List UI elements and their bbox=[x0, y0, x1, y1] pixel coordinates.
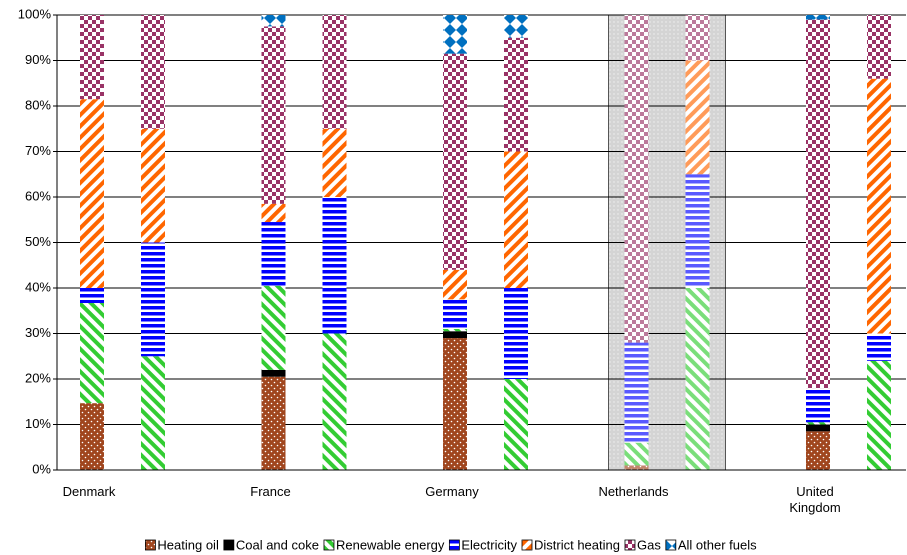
bar-segment bbox=[322, 333, 347, 470]
bar-segment bbox=[261, 26, 286, 204]
bar-segment bbox=[867, 78, 891, 334]
bar-segment bbox=[322, 15, 347, 129]
y-tick-label: 90% bbox=[25, 52, 51, 67]
bar-segment bbox=[504, 37, 528, 152]
bar-segment bbox=[141, 356, 165, 470]
y-tick-label: 80% bbox=[25, 97, 51, 112]
legend-swatch bbox=[624, 539, 636, 551]
y-tick-label: 0% bbox=[32, 461, 51, 476]
legend-label: All other fuels bbox=[678, 537, 757, 552]
bar-segment bbox=[685, 288, 710, 470]
bar-segment bbox=[322, 128, 347, 197]
highlight-fade bbox=[624, 15, 649, 470]
legend-label: Coal and coke bbox=[236, 537, 319, 552]
y-tick-label: 10% bbox=[25, 416, 51, 431]
bar-segment bbox=[443, 53, 467, 270]
bar-segment bbox=[443, 269, 467, 300]
y-tick-label: 60% bbox=[25, 188, 51, 203]
legend-swatch bbox=[448, 539, 460, 551]
bar-segment bbox=[322, 197, 347, 334]
y-tick-label: 40% bbox=[25, 279, 51, 294]
y-tick-label: 100% bbox=[18, 6, 52, 21]
bar-segment bbox=[806, 424, 830, 432]
bar-segment bbox=[624, 465, 649, 470]
x-tick-label: Denmark bbox=[62, 484, 116, 499]
bar-segment bbox=[867, 333, 891, 361]
bar-segment bbox=[141, 128, 165, 243]
bar-segment bbox=[685, 15, 710, 61]
legend-swatch bbox=[323, 539, 335, 551]
bar-segment bbox=[806, 388, 830, 423]
bar-segment bbox=[443, 15, 467, 54]
legend-label: Heating oil bbox=[157, 537, 219, 552]
x-tick-label: France bbox=[250, 484, 291, 499]
bar-segment bbox=[80, 15, 104, 100]
bar-segment bbox=[504, 15, 528, 38]
bar-segment bbox=[443, 299, 467, 329]
legend-swatch bbox=[665, 539, 677, 551]
bar-segment bbox=[806, 15, 830, 20]
bar-segment bbox=[261, 369, 286, 377]
legend-label: Electricity bbox=[461, 537, 517, 552]
bar-segment bbox=[80, 403, 104, 470]
y-tick-label: 30% bbox=[25, 325, 51, 340]
bar-segment bbox=[80, 99, 104, 288]
y-tick-label: 50% bbox=[25, 234, 51, 249]
bar-segment bbox=[806, 422, 830, 425]
bar-segment bbox=[504, 288, 528, 379]
bar-segment bbox=[261, 203, 286, 223]
bar-segment bbox=[624, 342, 649, 443]
bar-segment bbox=[80, 303, 104, 404]
x-tick-label: Netherlands bbox=[598, 484, 669, 499]
y-tick-label: 70% bbox=[25, 143, 51, 158]
bar-segment bbox=[443, 338, 467, 470]
bar-segment bbox=[624, 442, 649, 466]
legend-label: Gas bbox=[637, 537, 661, 552]
bar-segment bbox=[80, 288, 104, 304]
x-tick-label: Germany bbox=[425, 484, 479, 499]
legend-label: Renewable energy bbox=[336, 537, 445, 552]
bar-segment bbox=[261, 15, 286, 27]
bar-segment bbox=[806, 431, 830, 470]
bar-segment bbox=[261, 222, 286, 286]
bar-segment bbox=[867, 15, 891, 79]
bar-segment bbox=[685, 174, 710, 288]
bar-segment bbox=[624, 15, 649, 343]
legend-label: District heating bbox=[534, 537, 620, 552]
legend-swatch bbox=[223, 539, 235, 551]
y-tick-label: 20% bbox=[25, 370, 51, 385]
legend-swatch bbox=[521, 539, 533, 551]
highlight-fade bbox=[685, 15, 710, 470]
bar-segment bbox=[443, 331, 467, 339]
bar-segment bbox=[141, 242, 165, 357]
bar-segment bbox=[504, 379, 528, 470]
legend-swatch bbox=[145, 539, 156, 551]
x-tick-label: United Kingdom bbox=[789, 484, 841, 515]
bar-segment bbox=[806, 19, 830, 389]
bar-segment bbox=[141, 15, 165, 129]
bar-segment bbox=[504, 151, 528, 288]
bar-segment bbox=[867, 360, 891, 470]
bar-segment bbox=[443, 328, 467, 332]
bar-segment bbox=[685, 60, 710, 175]
bar-segment bbox=[261, 285, 286, 370]
bar-segment bbox=[261, 376, 286, 470]
